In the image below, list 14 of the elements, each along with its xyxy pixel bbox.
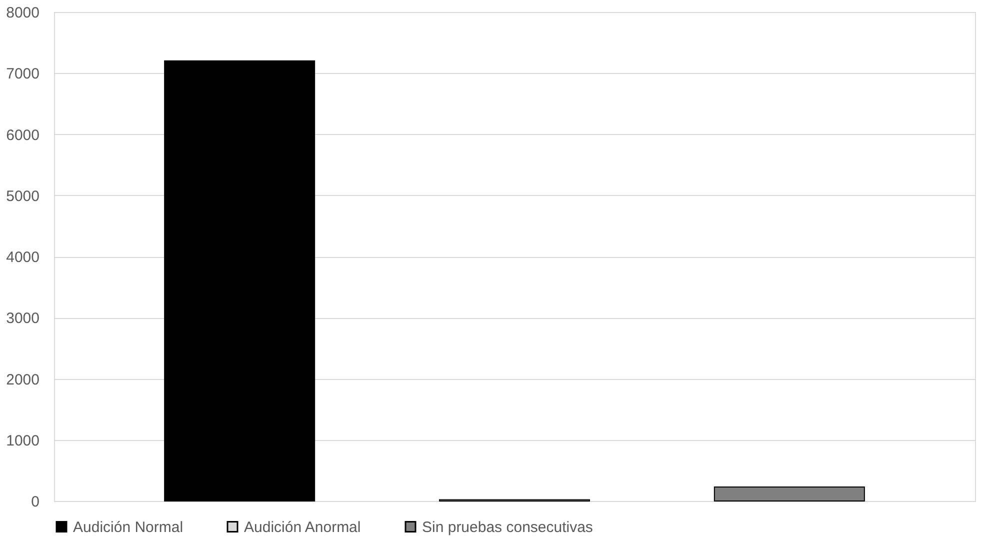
y-tick-label: 6000 xyxy=(6,126,40,144)
y-tick-label: 0 xyxy=(31,494,40,510)
y-tick-label: 8000 xyxy=(6,4,40,22)
y-tick-label: 3000 xyxy=(6,310,40,328)
bar xyxy=(164,60,316,502)
legend-label: Audición Anormal xyxy=(244,518,361,536)
legend-label: Sin pruebas consecutivas xyxy=(422,518,593,536)
y-tick-label: 2000 xyxy=(6,371,40,388)
y-tick-label: 5000 xyxy=(6,188,40,205)
y-tick-label: 7000 xyxy=(6,66,40,83)
y-tick-label: 1000 xyxy=(6,432,40,450)
legend-label: Audición Normal xyxy=(73,518,184,536)
bar xyxy=(714,486,865,502)
y-tick-label: 4000 xyxy=(6,249,40,266)
